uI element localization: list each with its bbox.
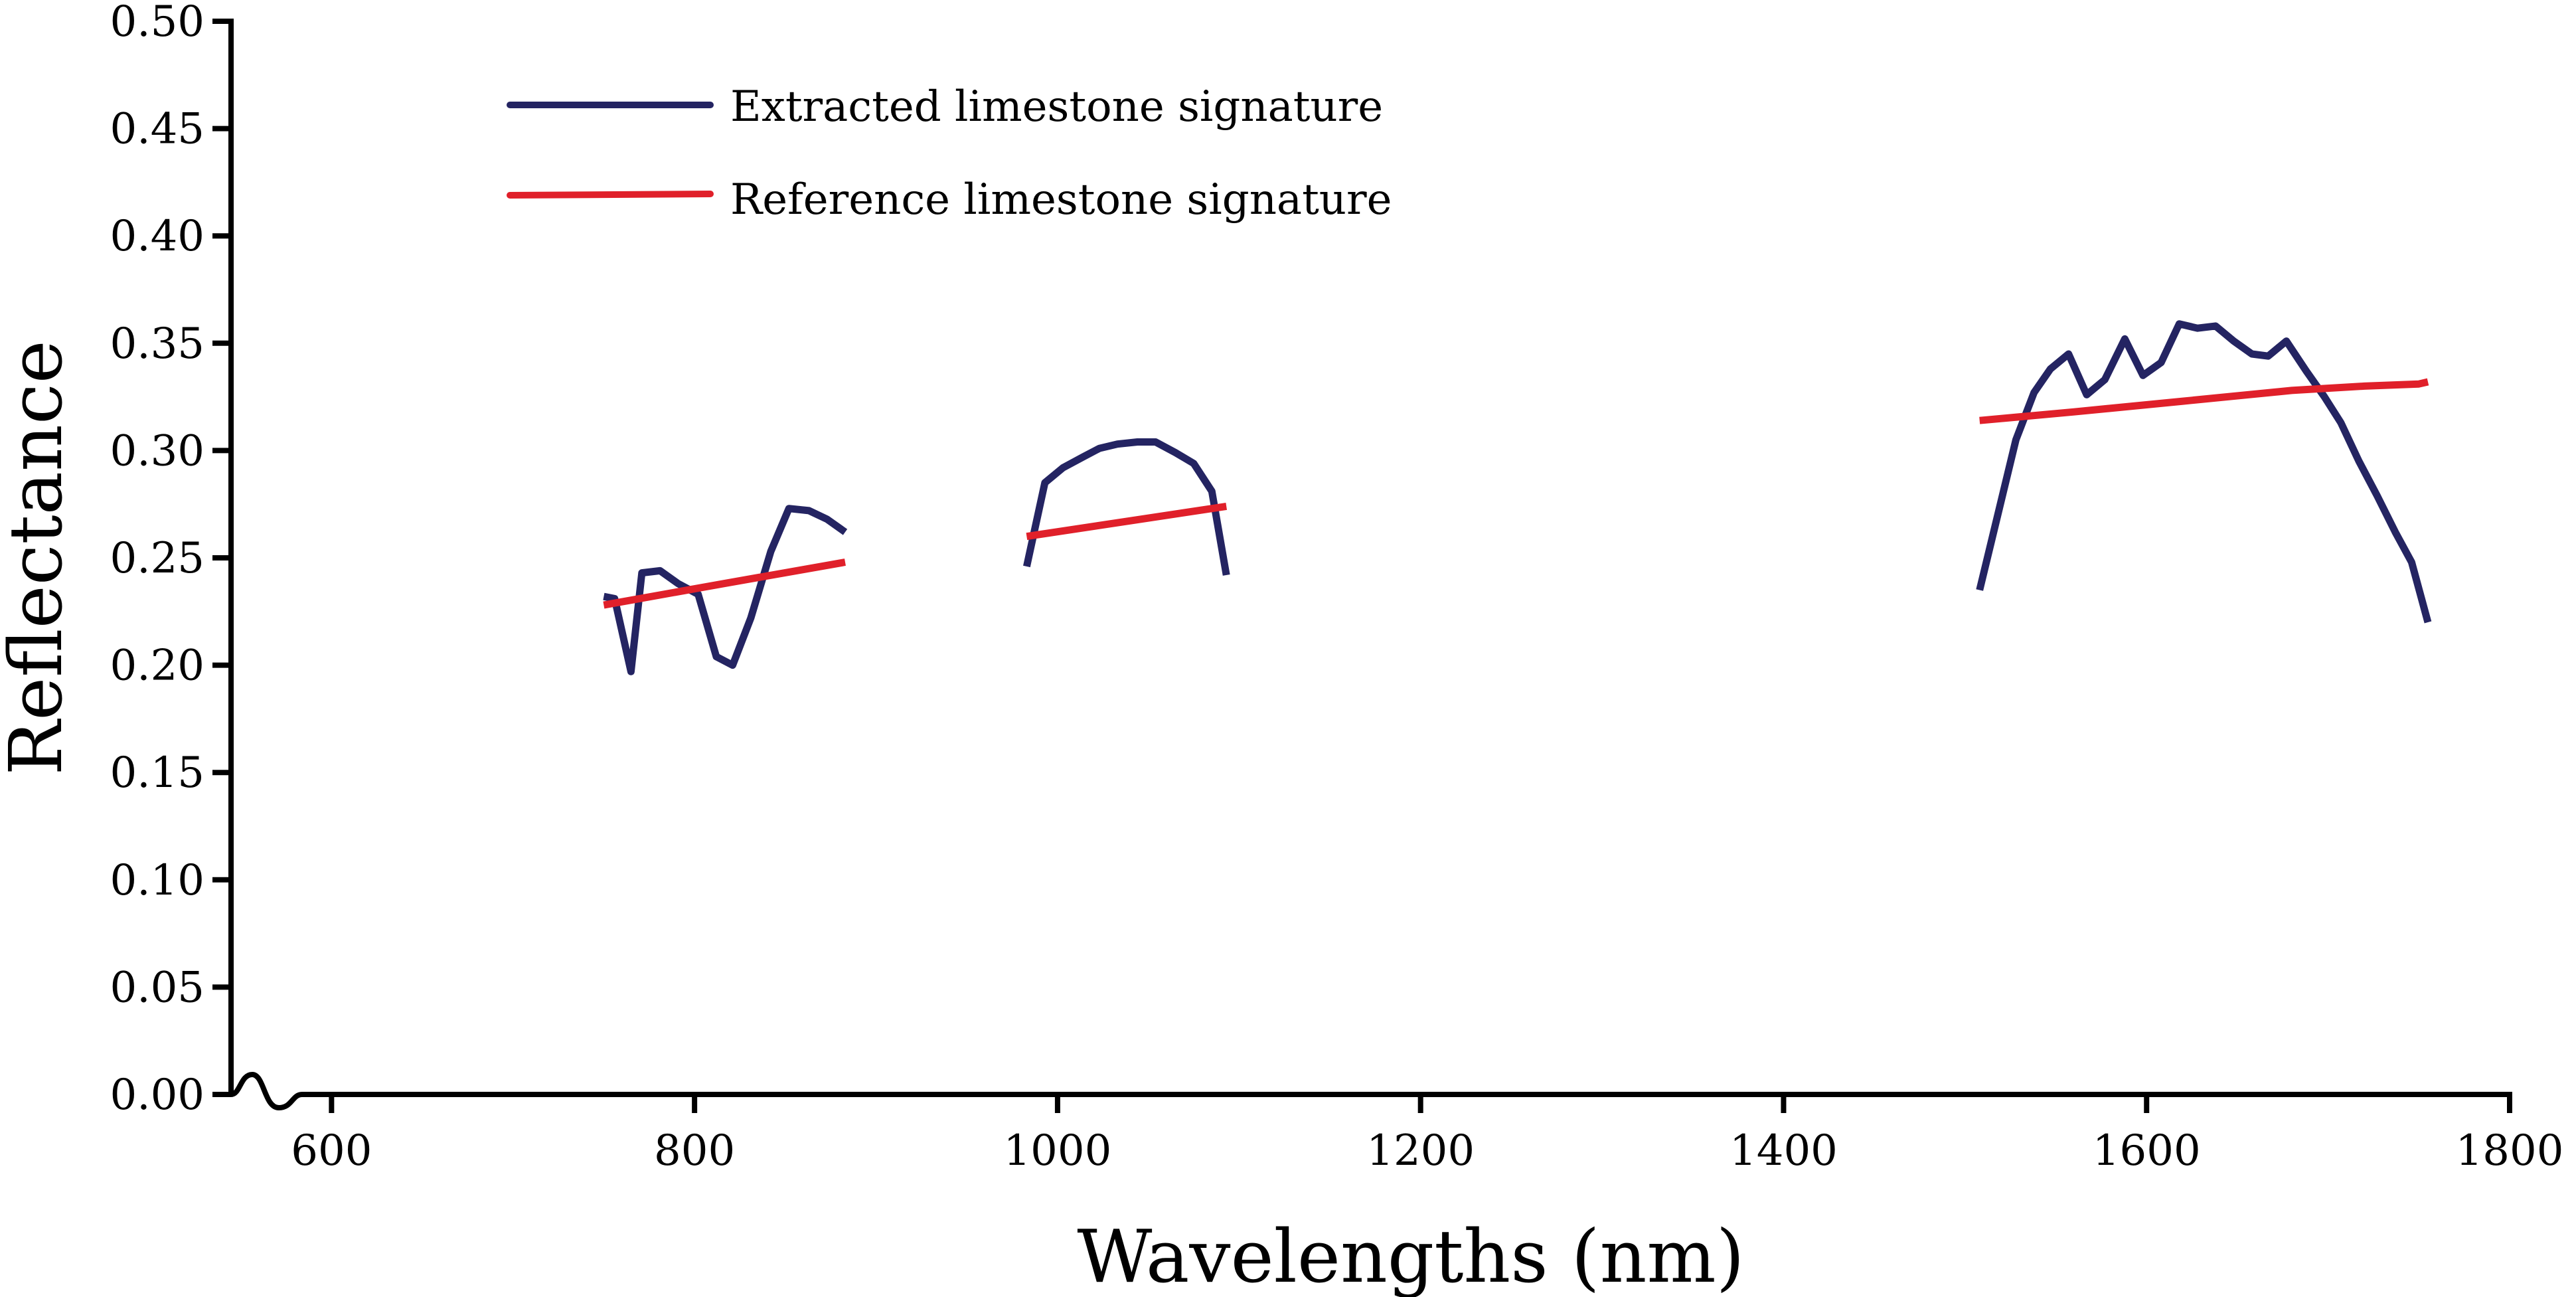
extracted-line-segment-1 [603, 505, 848, 675]
x-tick-label: 600 [291, 1126, 372, 1175]
y-tick-label: 0.05 [110, 963, 205, 1012]
y-tick-label: 0.50 [110, 0, 205, 46]
y-tick-label: 0.30 [110, 426, 205, 476]
y-tick-label: 0.10 [110, 856, 205, 905]
x-axis-title: Wavelengths (nm) [1077, 1214, 1744, 1297]
series [603, 320, 2432, 675]
series-extracted [603, 320, 2432, 675]
reference-line-segment-3 [1979, 378, 2429, 424]
extracted-line-segment-2 [1023, 438, 1230, 576]
y-tick-label: 0.40 [110, 212, 205, 261]
x-tick-label: 1600 [2093, 1126, 2201, 1175]
extracted-line-segment-3 [1976, 320, 2432, 624]
x-tick-label: 1000 [1003, 1126, 1111, 1175]
y-tick-label: 0.15 [110, 748, 205, 798]
reference-line-segment-2 [1026, 502, 1228, 541]
y-tick-label: 0.25 [110, 534, 205, 583]
legend-swatch-reference [507, 191, 714, 199]
reference-line-segment-1 [603, 559, 846, 609]
y-axis-title: Reflectance [0, 340, 78, 775]
x-tick-label: 800 [654, 1126, 735, 1175]
x-tick-label: 1400 [1730, 1126, 1838, 1175]
y-tick-label: 0.45 [110, 105, 205, 154]
legend: Extracted limestone signature Reference … [507, 82, 1392, 224]
series-reference [603, 378, 2429, 609]
y-tick-label: 0.00 [110, 1071, 205, 1120]
legend-label-reference: Reference limestone signature [730, 175, 1392, 224]
axis-break-squiggle [228, 1071, 305, 1111]
x-tick-label: 1200 [1366, 1126, 1475, 1175]
y-tick-label: 0.20 [110, 642, 205, 691]
x-tick-label: 1800 [2456, 1126, 2564, 1175]
y-ticks: 0.00 0.05 0.10 0.15 0.20 0.25 0.30 0.35 0.40 0.45… [110, 0, 231, 1120]
x-ticks: 600 800 1000 1200 1400 1600 1800 [291, 1094, 2563, 1175]
legend-label-extracted: Extracted limestone signature [730, 82, 1383, 131]
y-tick-label: 0.35 [110, 319, 205, 369]
